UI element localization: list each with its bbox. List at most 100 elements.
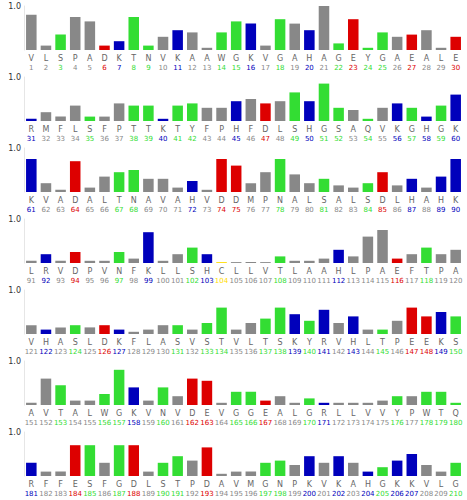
svg-text:V: V <box>263 54 269 63</box>
svg-text:91: 91 <box>27 277 36 285</box>
svg-text:133: 133 <box>200 348 213 356</box>
svg-text:206: 206 <box>390 490 404 498</box>
svg-text:102: 102 <box>186 277 199 285</box>
svg-text:197: 197 <box>259 490 272 498</box>
svg-text:S: S <box>190 267 195 276</box>
svg-text:K: K <box>438 338 444 347</box>
svg-text:H: H <box>306 125 312 134</box>
svg-text:73: 73 <box>202 206 211 214</box>
svg-text:201: 201 <box>317 490 330 498</box>
svg-text:60: 60 <box>451 135 460 143</box>
svg-text:G: G <box>262 480 268 489</box>
svg-text:H: H <box>189 196 195 205</box>
svg-text:V: V <box>336 338 342 347</box>
svg-text:10: 10 <box>159 64 168 72</box>
svg-text:S: S <box>87 480 92 489</box>
svg-text:41: 41 <box>173 135 182 143</box>
svg-text:145: 145 <box>376 348 389 356</box>
svg-text:T: T <box>130 125 136 134</box>
svg-text:L: L <box>88 338 93 347</box>
svg-text:2: 2 <box>44 64 48 72</box>
svg-text:D: D <box>233 196 239 205</box>
svg-text:54: 54 <box>363 135 372 143</box>
svg-text:K: K <box>307 480 313 489</box>
svg-text:A: A <box>307 267 313 276</box>
svg-text:T: T <box>130 54 136 63</box>
svg-text:55: 55 <box>378 135 387 143</box>
svg-text:3: 3 <box>58 64 62 72</box>
svg-text:38: 38 <box>129 135 138 143</box>
svg-text:183: 183 <box>54 490 67 498</box>
svg-text:132: 132 <box>186 348 199 356</box>
svg-text:176: 176 <box>390 419 404 427</box>
svg-text:62: 62 <box>41 206 50 214</box>
svg-text:L: L <box>366 338 371 347</box>
svg-text:V: V <box>190 338 196 347</box>
svg-text:M: M <box>247 196 254 205</box>
svg-text:146: 146 <box>390 348 404 356</box>
svg-text:165: 165 <box>229 419 242 427</box>
svg-text:T: T <box>438 409 444 418</box>
svg-text:51: 51 <box>320 135 329 143</box>
svg-text:1: 1 <box>29 64 33 72</box>
svg-text:26: 26 <box>393 64 402 72</box>
svg-text:207: 207 <box>405 490 418 498</box>
svg-text:E: E <box>204 409 209 418</box>
svg-text:98: 98 <box>129 277 138 285</box>
svg-text:30: 30 <box>451 64 460 72</box>
svg-text:N: N <box>131 196 137 205</box>
svg-text:109: 109 <box>288 277 301 285</box>
svg-text:162: 162 <box>186 419 199 427</box>
svg-text:187: 187 <box>112 490 125 498</box>
svg-text:D: D <box>218 196 224 205</box>
svg-text:F: F <box>205 125 210 134</box>
svg-text:160: 160 <box>156 419 169 427</box>
svg-text:S: S <box>278 338 283 347</box>
svg-text:168: 168 <box>273 419 286 427</box>
svg-text:V: V <box>160 196 166 205</box>
svg-text:D: D <box>72 196 78 205</box>
svg-text:F: F <box>102 480 107 489</box>
svg-text:8: 8 <box>132 64 136 72</box>
svg-text:81: 81 <box>320 206 329 214</box>
svg-text:65: 65 <box>85 206 94 214</box>
svg-text:130: 130 <box>156 348 169 356</box>
svg-text:H: H <box>336 267 342 276</box>
svg-text:L: L <box>44 54 49 63</box>
svg-text:45: 45 <box>232 135 241 143</box>
svg-text:T: T <box>218 338 224 347</box>
svg-text:G: G <box>233 409 239 418</box>
svg-text:97: 97 <box>115 277 124 285</box>
svg-text:35: 35 <box>85 135 94 143</box>
svg-text:20: 20 <box>305 64 314 72</box>
svg-text:W: W <box>218 54 226 63</box>
svg-text:17: 17 <box>261 64 270 72</box>
svg-text:L: L <box>249 267 254 276</box>
svg-text:A: A <box>321 267 327 276</box>
svg-text:1.0: 1.0 <box>8 286 21 295</box>
svg-text:175: 175 <box>376 419 389 427</box>
svg-text:174: 174 <box>361 419 375 427</box>
svg-text:70: 70 <box>159 206 168 214</box>
svg-text:G: G <box>321 125 327 134</box>
svg-text:205: 205 <box>376 490 389 498</box>
svg-text:P: P <box>292 480 297 489</box>
svg-text:86: 86 <box>393 206 402 214</box>
svg-text:192: 192 <box>186 490 199 498</box>
svg-text:H: H <box>204 267 210 276</box>
svg-text:T: T <box>57 409 63 418</box>
svg-text:32: 32 <box>41 135 50 143</box>
svg-text:L: L <box>73 125 78 134</box>
svg-text:121: 121 <box>25 348 38 356</box>
svg-text:166: 166 <box>244 419 258 427</box>
svg-text:G: G <box>248 409 254 418</box>
svg-text:80: 80 <box>305 206 314 214</box>
svg-text:82: 82 <box>334 206 343 214</box>
svg-text:67: 67 <box>115 206 124 214</box>
svg-text:92: 92 <box>41 277 50 285</box>
svg-text:L: L <box>351 267 356 276</box>
svg-text:74: 74 <box>217 206 226 214</box>
svg-text:V: V <box>219 409 225 418</box>
svg-text:7: 7 <box>117 64 121 72</box>
svg-text:V: V <box>43 409 49 418</box>
